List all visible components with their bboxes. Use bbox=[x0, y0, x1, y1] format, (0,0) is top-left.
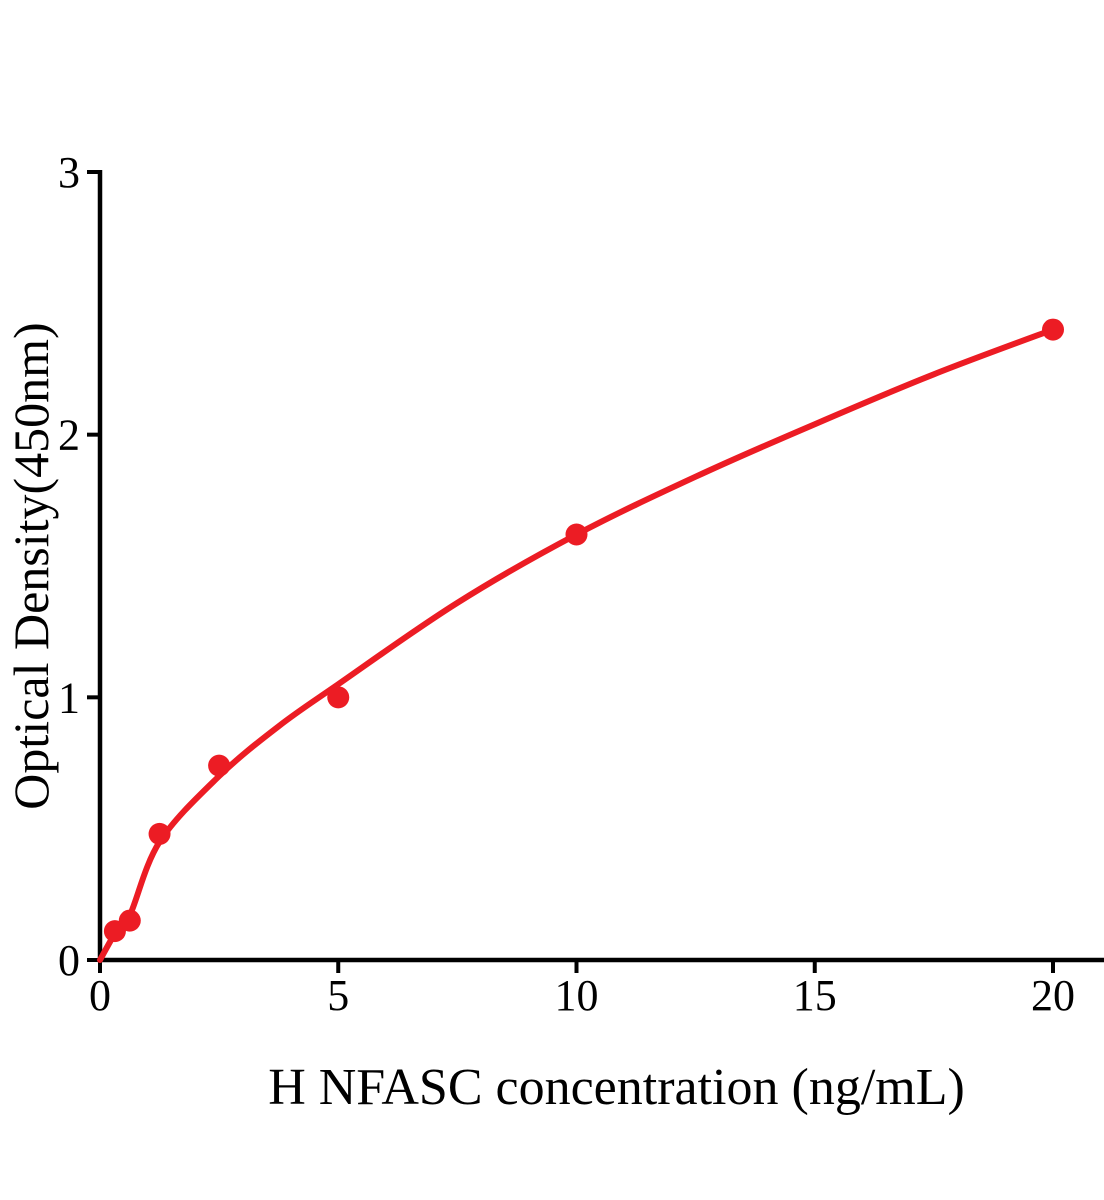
data-point bbox=[118, 909, 141, 932]
y-tick-label: 2 bbox=[58, 411, 80, 460]
data-point bbox=[148, 822, 171, 845]
x-tick-label: 20 bbox=[1031, 971, 1075, 1020]
x-axis-title: H NFASC concentration (ng/mL) bbox=[268, 1059, 965, 1116]
fit-curve bbox=[97, 326, 1056, 963]
y-axis-title: Optical Density(450nm) bbox=[3, 322, 59, 809]
data-point bbox=[327, 686, 350, 709]
x-tick-label: 5 bbox=[327, 971, 349, 1020]
y-tick-label: 0 bbox=[58, 936, 80, 985]
x-tick-label: 10 bbox=[555, 971, 599, 1020]
y-tick-label: 3 bbox=[58, 148, 80, 197]
data-point bbox=[565, 523, 588, 546]
data-point bbox=[208, 754, 231, 777]
x-tick-label: 0 bbox=[89, 971, 111, 1020]
y-tick-label: 1 bbox=[58, 673, 80, 722]
data-point bbox=[1042, 318, 1064, 341]
x-tick-label: 15 bbox=[793, 971, 837, 1020]
